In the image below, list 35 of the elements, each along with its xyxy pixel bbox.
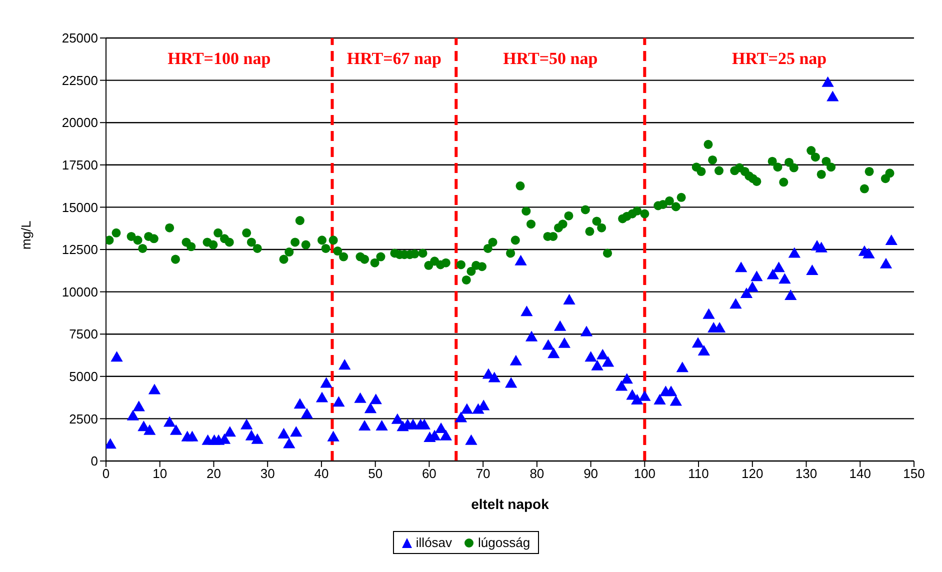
y-tick-label: 7500	[69, 326, 98, 342]
y-tick-label: 2500	[69, 411, 98, 426]
x-tick-label: 50	[368, 466, 383, 482]
x-tick-label: 100	[634, 466, 656, 482]
x-tick-label: 0	[102, 466, 110, 482]
y-tick-label: 15000	[62, 200, 98, 215]
x-tick-label: 110	[688, 466, 709, 482]
x-tick-label: 60	[422, 466, 436, 482]
x-tick-label: 70	[476, 466, 490, 482]
x-tick-label: 130	[795, 466, 818, 482]
y-tick-label: 5000	[69, 369, 98, 384]
y-tick-label: 0	[90, 454, 98, 469]
x-tick-label: 90	[584, 466, 598, 482]
y-tick-label: 20000	[62, 115, 98, 130]
x-tick-label: 80	[530, 466, 544, 482]
x-tick-label: 10	[152, 466, 168, 482]
legend-label: lúgosság	[477, 535, 530, 550]
y-tick-label: 25000	[62, 30, 98, 46]
x-tick-label: 120	[742, 466, 764, 482]
y-tick-label: 10000	[62, 284, 98, 300]
x-tick-label: 140	[849, 466, 871, 482]
legend-label: illósav	[414, 535, 452, 550]
y-tick-label: 12500	[62, 242, 98, 258]
annotation: HRT=50 nap	[503, 49, 598, 68]
y-tick-label: 17500	[62, 158, 98, 173]
annotation: HRT=67 nap	[346, 49, 442, 68]
x-tick-label: 150	[903, 466, 925, 482]
x-tick-label: 40	[314, 466, 329, 482]
x-axis-title: eltelt napok	[471, 496, 550, 512]
y-axis-title: mg/L	[18, 220, 34, 250]
annotation: HRT=100 nap	[168, 49, 271, 68]
x-tick-label: 30	[260, 466, 275, 482]
x-tick-label: 20	[206, 466, 221, 482]
y-tick-label: 22500	[62, 72, 98, 88]
annotation: HRT=25 nap	[732, 49, 827, 68]
